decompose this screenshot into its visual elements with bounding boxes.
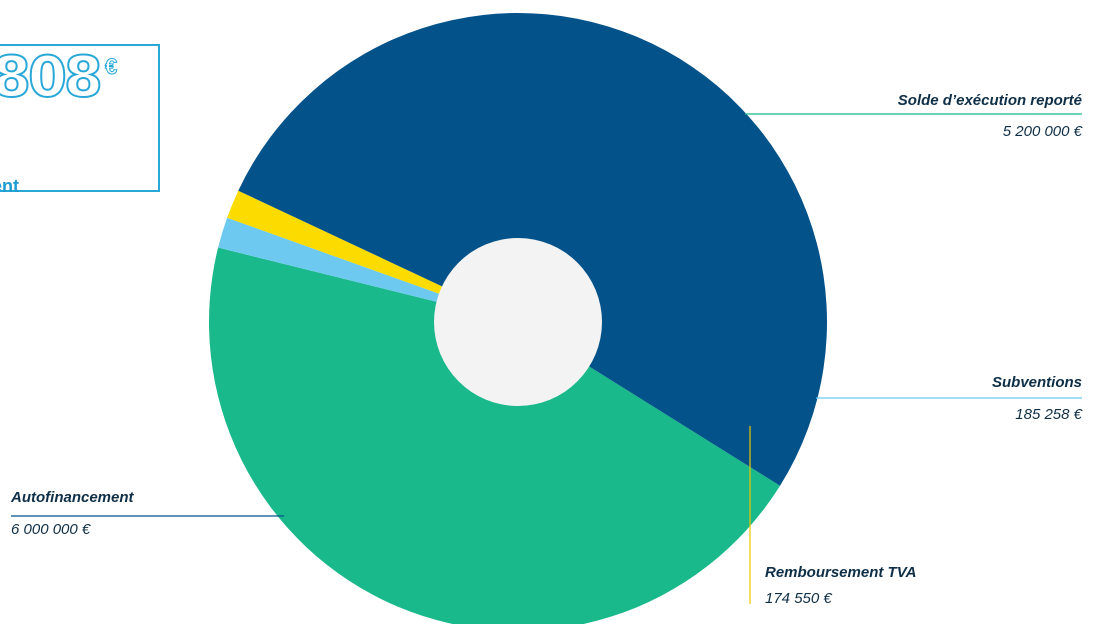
label-solde-value: 5 200 000 € [1002,123,1082,140]
label-tva-value: 174 550 € [765,590,832,607]
donut-hole [434,238,602,406]
total-caption: ent [0,176,19,196]
total-box: 808 € ent [0,44,160,196]
total-currency: € [104,54,120,80]
label-tva-name: Remboursement TVA [765,564,917,581]
label-subventions-value: 185 258 € [1015,406,1082,423]
label-solde-name: Solde d’exécution reporté [897,92,1082,109]
label-autofinancement-name: Autofinancement [11,489,134,506]
pie-slice-0 [209,247,781,624]
label-subventions-name: Subventions [991,374,1082,391]
total-amount: 808 [0,47,104,109]
label-autofinancement-value: 6 000 000 € [11,521,91,538]
